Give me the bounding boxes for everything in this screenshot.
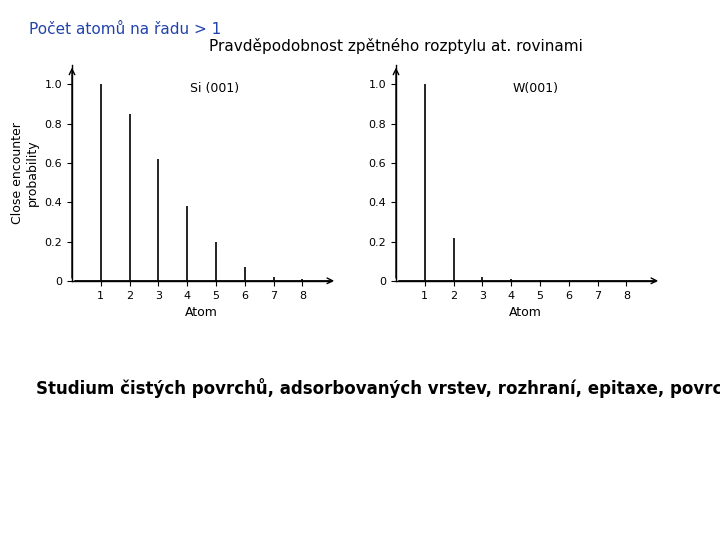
X-axis label: Atom: Atom [509,306,542,319]
Text: Pravděpodobnost zpětného rozptylu at. rovinami: Pravděpodobnost zpětného rozptylu at. ro… [209,38,583,54]
Text: Počet atomů na řadu > 1: Počet atomů na řadu > 1 [29,22,221,37]
Text: W(001): W(001) [513,82,559,95]
X-axis label: Atom: Atom [185,306,218,319]
Text: Studium čistých povrchů, adsorbovaných vrstev, rozhraní, epitaxe, povrchového tá: Studium čistých povrchů, adsorbovaných v… [36,378,720,398]
Y-axis label: Close encounter
probability: Close encounter probability [11,122,39,224]
Text: Si (001): Si (001) [190,82,239,95]
